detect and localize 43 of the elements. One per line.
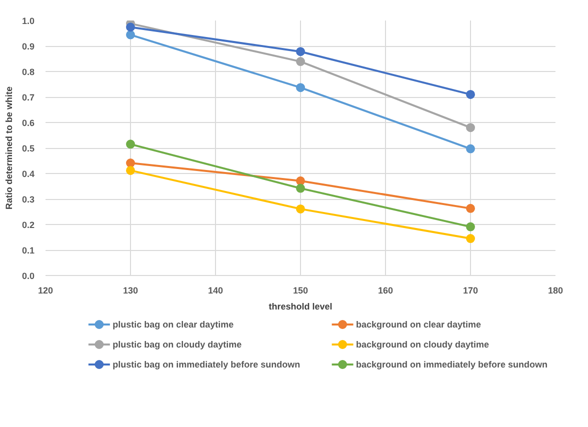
y-axis-title: Ratio determined to be white xyxy=(4,86,14,210)
point xyxy=(296,176,305,186)
point xyxy=(466,204,475,213)
y-tick-label: 0.4 xyxy=(22,169,35,179)
legend-label: plustic bag on cloudy daytime xyxy=(112,340,242,350)
point xyxy=(296,204,305,214)
point xyxy=(126,158,135,168)
point xyxy=(466,144,475,154)
x-axis-title: threshold level xyxy=(268,302,332,312)
point xyxy=(466,90,475,99)
x-tick-label: 150 xyxy=(292,286,308,296)
y-tick-label: 0.5 xyxy=(22,144,35,154)
x-tick-label: 180 xyxy=(548,286,564,296)
point xyxy=(466,123,475,132)
x-tick-label: 160 xyxy=(378,286,394,296)
point xyxy=(466,222,475,232)
legend-label: background on clear daytime xyxy=(356,320,482,330)
y-tick-label: 0.2 xyxy=(22,220,35,230)
y-tick-label: 0.7 xyxy=(22,92,35,102)
y-tick-label: 0.8 xyxy=(22,67,35,77)
x-tick-label: 170 xyxy=(462,286,478,296)
y-tick-label: 0.0 xyxy=(22,271,35,281)
point xyxy=(296,57,305,66)
point xyxy=(126,22,135,32)
point xyxy=(296,83,305,92)
point xyxy=(126,30,135,40)
point xyxy=(126,166,135,175)
legend-label: background on cloudy daytime xyxy=(356,340,490,350)
x-tick-label: 130 xyxy=(122,286,138,296)
y-tick-label: 0.1 xyxy=(22,246,35,256)
point xyxy=(296,47,305,56)
point xyxy=(466,234,475,244)
y-tick-label: 0.6 xyxy=(22,118,35,128)
x-tick-label: 140 xyxy=(208,286,224,296)
point xyxy=(126,140,135,149)
x-tick-label: 120 xyxy=(38,286,54,296)
y-tick-label: 0.9 xyxy=(22,42,35,52)
y-tick-label: 0.3 xyxy=(22,194,35,204)
legend-label: plustic bag on clear daytime xyxy=(112,320,234,330)
legend-label: plustic bag on immediately before sundown xyxy=(112,360,300,370)
point xyxy=(296,184,305,193)
y-tick-label: 1.0 xyxy=(22,16,35,26)
legend-label: background on immediately before sundown xyxy=(356,360,548,370)
